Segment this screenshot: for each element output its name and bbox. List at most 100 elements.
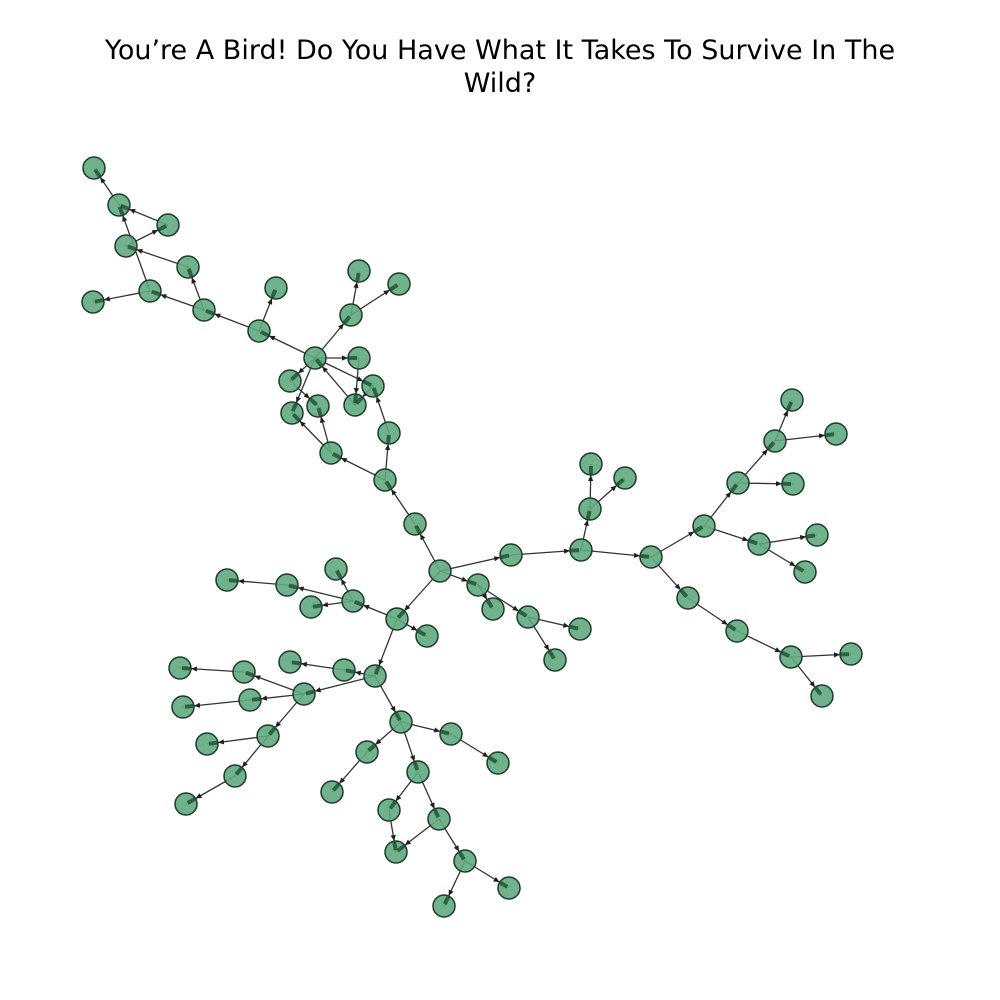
arrowhead-c2-c4: [340, 457, 348, 463]
arrow-tail-l7-l9: [120, 203, 130, 212]
node-r3: [578, 497, 602, 521]
arrowhead-s3-s6: [297, 586, 305, 592]
arrowhead-d7-d8: [390, 834, 396, 842]
arrowhead-t2-t3: [300, 661, 308, 668]
arrowhead-s3-s5: [321, 602, 329, 608]
arrowhead-r2-r6: [633, 552, 641, 558]
arrowhead-r3-r4: [588, 474, 594, 482]
arrowhead-r18-r20: [809, 681, 816, 688]
arrowhead-t5-t6: [190, 666, 198, 672]
arrowhead-s3-s4: [341, 578, 347, 586]
arrow-tail-l8-l7: [157, 224, 168, 232]
arrow-tail-r6-r16: [679, 588, 689, 598]
arrowhead-u1-u2: [353, 281, 359, 289]
arrow-tail-hub-s1: [396, 609, 406, 619]
node-t1: [363, 664, 387, 688]
arrow-tail-t2-t3: [291, 660, 302, 666]
arrow-tail-s1-s2: [416, 628, 427, 637]
arrowhead-r10-r12: [818, 433, 826, 439]
arrowhead-c11-c10: [298, 367, 305, 374]
arrow-tail-hub-r1: [499, 553, 510, 560]
arrowhead-r18-r19: [833, 652, 841, 658]
arrowhead-d6-d7: [395, 794, 402, 802]
arrowhead-r2-r3: [583, 519, 589, 527]
arrow-tail-hub-m1: [466, 579, 477, 587]
arrowhead-t1-d1: [390, 705, 396, 713]
arrow-tail-l1-l2: [270, 289, 278, 299]
arrow-tail-r1-r2: [569, 548, 580, 553]
node-l1: [247, 319, 271, 343]
node-c4: [319, 441, 343, 465]
arrowhead-t9-t10: [217, 739, 225, 745]
arrow-tail-c9-c7: [353, 393, 358, 404]
arrow-tail-r8-r10: [766, 441, 776, 451]
arrow-tail-c2-c3: [386, 434, 391, 445]
arrow-tail-t5-t6: [181, 666, 192, 671]
arrowhead-l9-l10: [100, 177, 106, 184]
node-s3: [341, 589, 365, 613]
arrow-tail-t4-t7: [251, 696, 262, 702]
arrowhead-m3-m5: [543, 644, 550, 651]
arrow-tail-c8-c7: [354, 395, 365, 405]
arrowhead-l3-l4: [160, 294, 167, 300]
node-c1: [403, 512, 427, 536]
node-r17: [725, 619, 749, 643]
arrowhead-s1-s3: [363, 605, 370, 610]
arrowhead-d1-d2: [433, 727, 441, 733]
arrow-tail-d2-d3: [487, 755, 498, 764]
arrow-tail-r18-r20: [813, 686, 823, 696]
arrow-tail-r10-r11: [785, 401, 794, 411]
arrow-tail-r6-r7: [693, 525, 704, 534]
node-m2: [481, 597, 505, 621]
arrowhead-c11-u1: [338, 323, 344, 330]
arrowhead-hub-s1: [404, 604, 411, 611]
node-r18: [779, 645, 803, 669]
arrowhead-r10-r11: [783, 410, 788, 417]
arrowhead-c7-c11: [322, 366, 328, 373]
arrowhead-c9-c7: [353, 387, 360, 395]
arrow-tail-r17-r18: [780, 650, 791, 658]
arrow-tail-c11-u1: [342, 315, 352, 325]
node-s6: [275, 573, 299, 597]
arrowhead-r17-r18: [774, 647, 782, 653]
arrowhead-r8-r9: [775, 481, 783, 487]
arrow-tail-t9-t11: [234, 766, 244, 776]
node-d11: [497, 876, 521, 900]
arrow-tail-m3-m5: [547, 649, 556, 660]
arrow-tail-c3-c8: [371, 387, 379, 398]
arrow-tail-s3-s6: [288, 583, 299, 590]
arrow-tail-l1-l3: [205, 308, 215, 316]
arrowhead-s1-t1: [378, 659, 384, 666]
diagram-title: You’re A Bird! Do You Have What It Takes…: [0, 34, 1000, 100]
arrow-tail-d9-d10: [457, 850, 466, 861]
arrowhead-r13-r15: [789, 560, 796, 567]
arrow-tail-l3-l6: [186, 268, 194, 279]
arrow-tail-m1-m3: [517, 609, 528, 618]
node-u3: [387, 272, 411, 296]
node-s4: [324, 557, 348, 581]
arrow-tail-r3-r5: [615, 477, 625, 487]
arrowhead-m1-m3: [512, 605, 519, 612]
arrow-tail-d1-d6: [412, 760, 420, 771]
node-l6: [176, 255, 200, 279]
arrowhead-l4-l9: [122, 215, 128, 222]
node-t12: [174, 792, 198, 816]
arrowhead-d6-d9: [429, 802, 435, 809]
arrow-tail-c2-c4: [331, 452, 342, 460]
arrowhead-d2-d3: [482, 751, 489, 758]
arrow-tail-d7-d8: [392, 840, 398, 851]
arrow-tail-l4-l9: [117, 206, 125, 217]
arrow-tail-d1-d2: [439, 729, 450, 736]
node-d6: [406, 760, 430, 784]
node-l9: [107, 193, 131, 217]
title-line-2: Wild?: [463, 68, 537, 99]
node-m3: [516, 605, 540, 629]
arrow-tail-d6-d7: [388, 800, 398, 810]
arrowhead-r1-r2: [563, 548, 571, 554]
arrow-tail-d6-d9: [432, 808, 441, 818]
arrow-tail-d10-d11: [498, 880, 509, 889]
arrow-tail-c10-c6: [308, 397, 318, 407]
arrow-tail-r10-r12: [824, 432, 835, 438]
arrow-tail-c1-c2: [384, 480, 393, 491]
arrowhead-r16-r17: [721, 619, 728, 625]
